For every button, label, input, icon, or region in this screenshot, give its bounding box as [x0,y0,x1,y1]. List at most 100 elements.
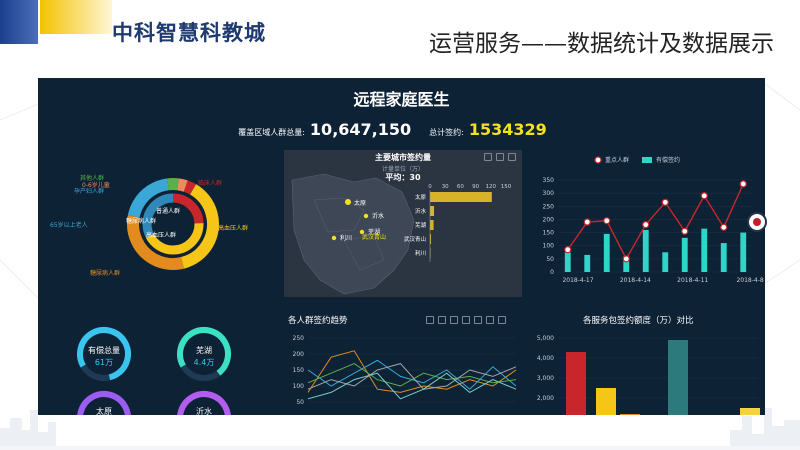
combo-y-tick: 250 [543,203,555,210]
gauge-taiyuan: 太原 [76,390,132,415]
city-bar-label: 沂水 [415,207,427,215]
trend-y-tick: 250 [293,335,305,342]
service-y-tick: 4,000 [537,355,554,362]
brand-title: 中科智慧科教城 [112,21,266,45]
combo-bar[interactable] [701,228,708,272]
city-bar[interactable] [430,234,432,244]
map-toolbar [484,153,516,161]
combo-line-point[interactable] [603,217,611,225]
legend-line-label: 重点人群 [605,156,629,164]
combo-line-point[interactable] [739,180,747,188]
donut-inner-hypertension [142,193,204,255]
data-view-icon[interactable] [496,153,504,161]
city-bar[interactable] [430,192,492,202]
save-image-icon[interactable] [508,153,516,161]
download-icon[interactable] [498,316,506,324]
trend-series-line [307,363,517,390]
city-axis-tick: 120 [486,184,497,190]
combo-bar[interactable] [681,237,688,272]
donut-label-hypertension: 高血压人群 [218,225,249,232]
gauge-wuhu-label: 芜湖 [196,346,212,355]
map-average: 平均：30 [385,173,421,182]
service-bar[interactable] [668,340,688,415]
coverage-label: 覆盖区域人群总量: [238,128,305,137]
restore-icon[interactable] [484,153,492,161]
gauge-wuhu: 芜湖 4.4万 [176,326,232,382]
map-point-lichuan[interactable] [331,235,337,241]
combo-bar[interactable] [623,256,630,272]
combo-bar[interactable] [642,229,649,272]
service-y-tick: 3,000 [537,375,554,382]
key-population-combo-chart: 重点人群 有偿签约 0 50 100 150 200 250 300 350 2018-4-17 20… [543,156,764,284]
dashboard-title: 远程家庭医生 [353,90,450,109]
legend-line-marker[interactable] [594,156,602,164]
zoom-reset-icon[interactable] [438,316,446,324]
map-point-yishui[interactable] [363,213,369,219]
city-axis-tick: 90 [472,184,479,190]
gauge-taiyuan-label: 太原 [96,407,112,415]
legend-bar-label: 有偿签约 [656,156,680,164]
combo-bar[interactable] [564,252,571,272]
service-bar[interactable] [740,408,760,415]
dashboard-screenshot: 远程家庭医生 覆盖区域人群总量: 10,647,150 总计签约: 153432… [38,78,765,415]
city-bar[interactable] [430,206,435,216]
map-point-taiyuan[interactable] [345,199,351,205]
combo-line-point[interactable] [583,218,591,226]
floating-record-icon[interactable] [747,212,767,232]
restore-icon[interactable] [486,316,494,324]
combo-line-point[interactable] [681,227,689,235]
donut-center-hypertension: 高血压人群 [146,232,177,239]
trend-y-tick: 150 [293,367,305,374]
corner-decoration-yellow [40,0,112,34]
city-axis-tick: 60 [457,184,464,190]
combo-line-point[interactable] [642,221,650,229]
trend-series-line [307,363,517,387]
trend-series-line [307,372,517,400]
combo-bar[interactable] [662,252,669,272]
donut-label-maternal: 孕产妇人群 [74,188,105,195]
service-bar[interactable] [620,414,640,415]
combo-line-point[interactable] [564,246,572,254]
combo-x-label: 2018-4-8 [736,277,763,284]
legend-bar-marker[interactable] [642,157,652,163]
population-donut-chart [127,178,219,270]
coverage-value: 10,647,150 [309,120,412,139]
combo-y-tick: 100 [543,243,555,250]
combo-bar[interactable] [720,243,727,272]
city-bar-label: 武汉青山 [404,235,426,243]
gauge-total: 有偿总量 61万 [76,326,132,382]
combo-x-label: 2018-4-11 [677,277,708,284]
combo-bar[interactable] [603,233,610,272]
line-chart-icon[interactable] [462,316,470,324]
donut-label-elderly: 65岁以上老人 [50,222,88,229]
donut-label-children: 0-6岁儿童 [82,182,110,189]
city-bar-label: 利川 [415,249,426,257]
bar-chart-icon[interactable] [474,316,482,324]
combo-bar[interactable] [584,254,591,272]
service-chart-title: 各服务包签约额度（万）对比 [583,316,694,326]
signed-label: 总计签约: [429,128,464,137]
data-view-icon[interactable] [450,316,458,324]
service-y-tick: 5,000 [537,335,554,342]
service-bar[interactable] [566,352,586,415]
combo-line [567,183,744,261]
map-label-yishui: 沂水 [372,213,385,220]
combo-line-point[interactable] [622,255,630,263]
combo-line-point[interactable] [720,223,728,231]
map-point-wuhu[interactable] [359,229,365,235]
trend-y-tick: 200 [293,351,305,358]
service-bar[interactable] [596,388,616,415]
combo-y-tick: 150 [543,230,555,237]
combo-y-tick: 50 [546,256,554,263]
combo-line-point[interactable] [661,198,669,206]
city-bar[interactable] [430,220,434,230]
trend-series-line [307,359,517,390]
city-skyline [0,408,800,450]
combo-bar[interactable] [740,232,747,272]
zoom-icon[interactable] [426,316,434,324]
trend-series-line [307,350,517,393]
donut-segment-elderly [127,178,219,270]
combo-line-point[interactable] [700,192,708,200]
donut-center-diabetes: 糖尿病人群 [126,218,157,225]
